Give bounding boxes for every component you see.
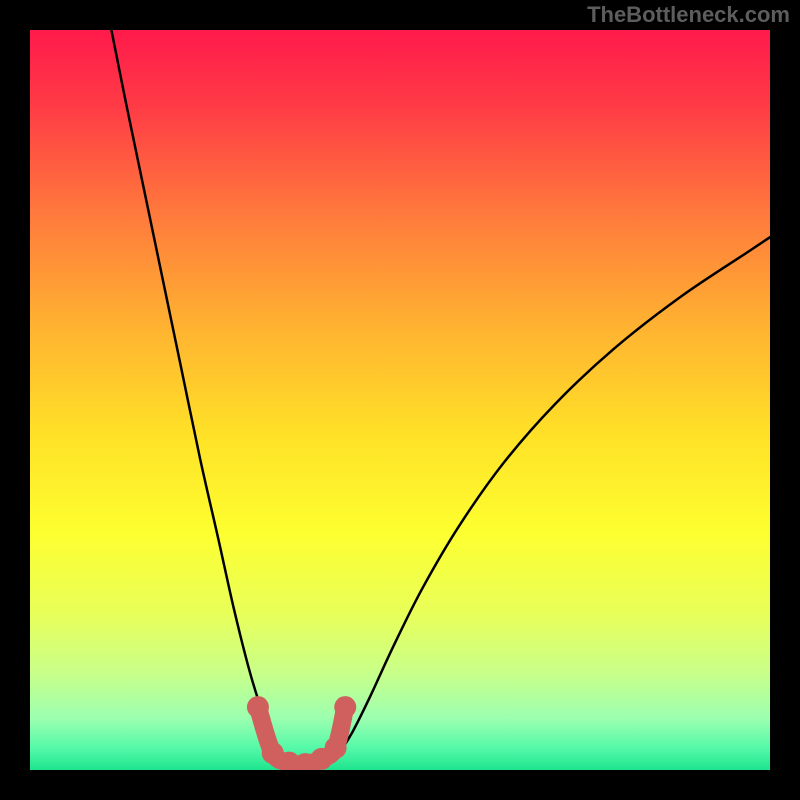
marker-dot [247, 696, 269, 718]
marker-dot [325, 737, 347, 759]
marker-dot [334, 696, 356, 718]
bottleneck-chart: TheBottleneck.com [0, 0, 800, 800]
chart-svg [0, 0, 800, 800]
